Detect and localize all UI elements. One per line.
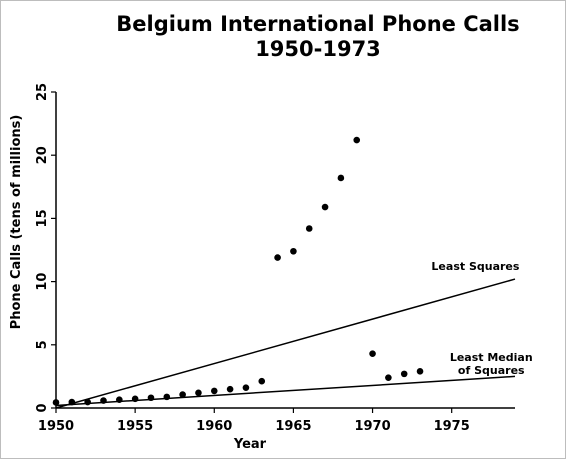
- chart-title: Belgium International Phone Calls 1950-1…: [116, 12, 519, 61]
- data-point: [369, 350, 376, 357]
- data-point: [84, 399, 91, 406]
- x-tick-label: 1960: [196, 419, 232, 434]
- data-point: [322, 204, 329, 211]
- annotation-text-line: of Squares: [458, 364, 525, 377]
- axes: [56, 92, 515, 408]
- data-point: [243, 384, 250, 391]
- data-point: [69, 399, 76, 406]
- data-point: [163, 394, 170, 401]
- data-point: [132, 395, 139, 402]
- x-tick-label: 1975: [434, 419, 470, 434]
- least-squares-line: [56, 279, 515, 408]
- annotation-text-line: Least Median: [450, 351, 533, 364]
- y-tick-label: 20: [35, 146, 50, 164]
- y-tick-label: 15: [35, 209, 50, 227]
- x-tick-label: 1955: [117, 419, 153, 434]
- data-point: [274, 254, 281, 261]
- chart-title-line-1: Belgium International Phone Calls: [116, 12, 519, 36]
- x-tick-label: 1950: [38, 419, 74, 434]
- data-point: [211, 388, 218, 395]
- data-point: [353, 137, 360, 144]
- data-point: [116, 396, 123, 403]
- least-median-of-squares-line: [56, 376, 515, 405]
- data-point: [179, 391, 186, 398]
- line-annotation: Least Squares: [431, 260, 519, 273]
- data-point: [195, 390, 202, 397]
- data-point: [100, 397, 107, 404]
- data-points: [53, 137, 424, 406]
- x-axis-ticks: 1950 1955 1960 1965 1970 1975: [38, 408, 470, 434]
- line-annotation: Least Median of Squares: [450, 351, 533, 377]
- data-point: [258, 378, 265, 385]
- data-point: [227, 386, 234, 393]
- y-axis-ticks: 0 5 10 15 20 25: [35, 83, 56, 413]
- data-point: [306, 225, 313, 232]
- y-tick-label: 5: [35, 340, 50, 349]
- data-point: [417, 368, 424, 375]
- fit-lines: [56, 279, 515, 408]
- x-tick-label: 1965: [275, 419, 311, 434]
- data-point: [148, 394, 155, 401]
- y-axis-label: Phone Calls (tens of millions): [9, 115, 24, 330]
- y-tick-label: 0: [35, 403, 50, 412]
- line-annotations: Least Squares Least Median of Squares: [431, 260, 532, 377]
- data-point: [385, 374, 392, 381]
- annotation-text-line: Least Squares: [431, 260, 519, 273]
- y-tick-label: 10: [35, 273, 50, 291]
- y-tick-label: 25: [35, 83, 50, 101]
- data-point: [401, 371, 408, 378]
- data-point: [338, 175, 345, 182]
- x-axis-label: Year: [233, 437, 267, 452]
- chart-title-line-2: 1950-1973: [255, 37, 381, 61]
- data-point: [53, 399, 60, 406]
- data-point: [290, 248, 297, 255]
- x-tick-label: 1970: [354, 419, 390, 434]
